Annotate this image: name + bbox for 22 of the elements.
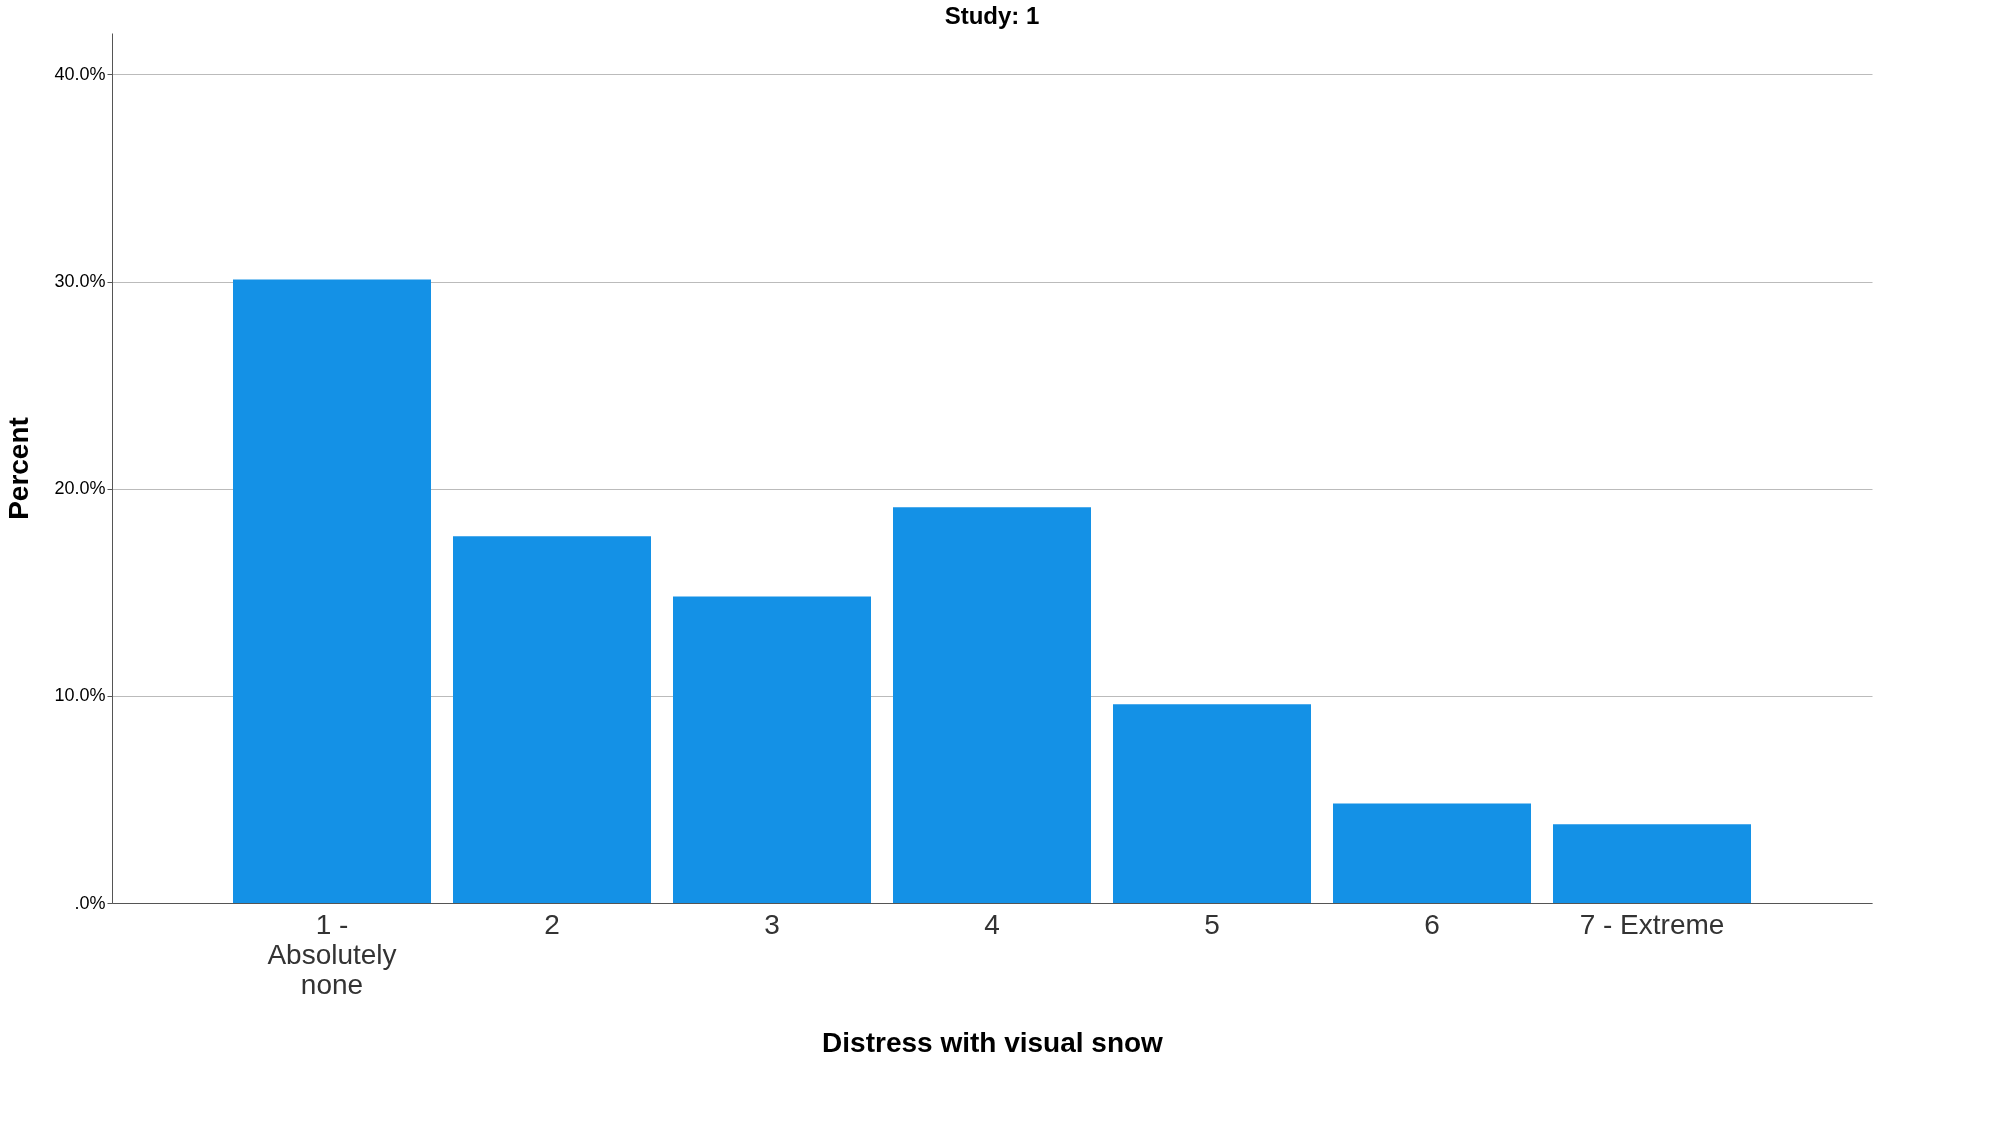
y-tick-label: 10.0% (54, 685, 106, 706)
bar (1553, 824, 1751, 903)
bar (893, 507, 1091, 903)
y-tick-label: 20.0% (54, 478, 106, 499)
x-tick-label: 2 (544, 908, 560, 940)
x-tick-label: 6 (1424, 908, 1440, 940)
x-tick-label: 7 - Extreme (1579, 908, 1725, 940)
bar (233, 279, 431, 903)
y-axis-title: Percent (3, 417, 35, 520)
x-axis-title: Distress with visual snow (822, 1026, 1164, 1058)
x-tick-label: 5 (1204, 908, 1220, 940)
bar (453, 536, 651, 903)
y-tick-label: .0% (74, 892, 106, 913)
x-tick-label: 4 (984, 908, 1000, 940)
x-tick-label: 1 - Absolutely none (267, 908, 397, 1000)
chart-title: Study: 1 (944, 2, 1040, 29)
y-tick-label: 40.0% (54, 63, 106, 84)
bar (1113, 704, 1311, 903)
bar (1333, 803, 1531, 903)
bar (673, 596, 871, 903)
y-tick-label: 30.0% (54, 271, 106, 292)
x-tick-label: 3 (764, 908, 780, 940)
